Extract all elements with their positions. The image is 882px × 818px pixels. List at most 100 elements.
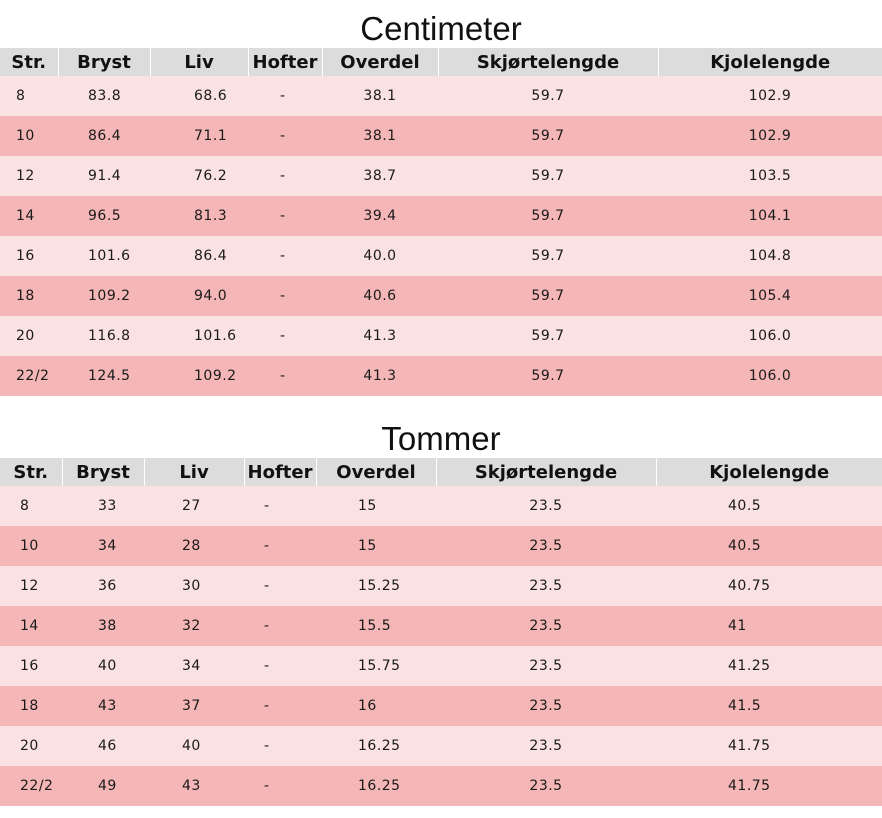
cell-hofter: - [244, 766, 316, 806]
cell-kjolelengde: 41 [656, 606, 882, 646]
cell-kjolelengde: 40.5 [656, 486, 882, 526]
cell-skjortelengde: 23.5 [436, 766, 656, 806]
cell-kjolelengde: 105.4 [658, 276, 882, 316]
cell-skjortelengde: 23.5 [436, 726, 656, 766]
table-row: 16 40 34-15.75 23.5 41.25 [0, 646, 882, 686]
cell-overdel: 15 [316, 486, 436, 526]
cell-overdel: 41.3 [322, 356, 438, 396]
cell-overdel: 16.25 [316, 726, 436, 766]
cell-skjortelengde: 59.7 [438, 316, 658, 356]
cell-liv: 76.2 [150, 156, 248, 196]
cell-overdel: 15.5 [316, 606, 436, 646]
table-row: 10 34 28-15 23.5 40.5 [0, 526, 882, 566]
cell-str: 10 [0, 526, 62, 566]
cell-skjortelengde: 59.7 [438, 356, 658, 396]
cell-skjortelengde: 23.5 [436, 486, 656, 526]
cell-bryst: 96.5 [58, 196, 150, 236]
cell-bryst: 34 [62, 526, 144, 566]
cell-skjortelengde: 59.7 [438, 196, 658, 236]
cell-liv: 71.1 [150, 116, 248, 156]
cell-str: 8 [0, 486, 62, 526]
cell-bryst: 109.2 [58, 276, 150, 316]
cell-skjortelengde: 23.5 [436, 686, 656, 726]
inch-header-overdel: Overdel [315, 458, 436, 486]
cell-hofter: - [248, 316, 322, 356]
cell-hofter: - [244, 566, 316, 606]
table-row: 14 96.5 81.3-39.4 59.7 104.1 [0, 196, 882, 236]
table-row: 22/2 124.5 109.2-41.3 59.7 106.0 [0, 356, 882, 396]
table-row: 20 46 40-16.25 23.5 41.75 [0, 726, 882, 766]
cell-hofter: - [248, 236, 322, 276]
cell-kjolelengde: 104.8 [658, 236, 882, 276]
cell-hofter: - [248, 196, 322, 236]
cell-liv: 101.6 [150, 316, 248, 356]
cell-bryst: 33 [62, 486, 144, 526]
cell-bryst: 49 [62, 766, 144, 806]
cell-str: 14 [0, 196, 58, 236]
cell-bryst: 46 [62, 726, 144, 766]
cell-hofter: - [244, 526, 316, 566]
cell-str: 22/2 [0, 356, 58, 396]
inch-table-body: 8 33 27-15 23.5 40.5 10 34 28-15 23.5 40.5 12 36 30-… [0, 486, 882, 806]
cell-overdel: 16.25 [316, 766, 436, 806]
table-row: 10 86.4 71.1-38.1 59.7 102.9 [0, 116, 882, 156]
cell-overdel: 15 [316, 526, 436, 566]
table-row: 22/2 49 43-16.25 23.5 41.75 [0, 766, 882, 806]
table-row: 12 91.4 76.2-38.7 59.7 103.5 [0, 156, 882, 196]
cell-bryst: 43 [62, 686, 144, 726]
cell-kjolelengde: 41.75 [656, 726, 882, 766]
inch-section: Tommer Str. Bryst Liv Hofter Overdel Skj… [0, 420, 882, 806]
cell-liv: 37 [144, 686, 244, 726]
cell-hofter: - [244, 726, 316, 766]
table-row: 16 101.6 86.4-40.0 59.7 104.8 [0, 236, 882, 276]
cell-overdel: 16 [316, 686, 436, 726]
cell-skjortelengde: 59.7 [438, 76, 658, 116]
cell-bryst: 83.8 [58, 76, 150, 116]
cell-kjolelengde: 40.5 [656, 526, 882, 566]
inch-header-liv: Liv [143, 458, 244, 486]
cell-liv: 30 [144, 566, 244, 606]
inch-header-bryst: Bryst [61, 458, 144, 486]
cell-bryst: 124.5 [58, 356, 150, 396]
cell-hofter: - [248, 356, 322, 396]
cell-kjolelengde: 41.75 [656, 766, 882, 806]
table-row: 8 83.8 68.6-38.1 59.7 102.9 [0, 76, 882, 116]
cell-str: 10 [0, 116, 58, 156]
cell-bryst: 40 [62, 646, 144, 686]
cell-kjolelengde: 104.1 [658, 196, 882, 236]
cell-kjolelengde: 103.5 [658, 156, 882, 196]
cm-title: Centimeter [360, 10, 522, 47]
table-row: 20 116.8 101.6-41.3 59.7 106.0 [0, 316, 882, 356]
cell-hofter: - [248, 276, 322, 316]
cell-overdel: 40.0 [322, 236, 438, 276]
cell-overdel: 40.6 [322, 276, 438, 316]
cell-kjolelengde: 41.25 [656, 646, 882, 686]
cell-str: 16 [0, 646, 62, 686]
cell-kjolelengde: 102.9 [658, 76, 882, 116]
cell-skjortelengde: 23.5 [436, 526, 656, 566]
cell-liv: 94.0 [150, 276, 248, 316]
cell-str: 14 [0, 606, 62, 646]
cell-skjortelengde: 23.5 [436, 566, 656, 606]
cm-header-bryst: Bryst [57, 48, 150, 76]
table-row: 12 36 30-15.25 23.5 40.75 [0, 566, 882, 606]
cm-header-kjolelengde: Kjolelengde [657, 48, 882, 76]
cell-str: 18 [0, 686, 62, 726]
cell-overdel: 38.1 [322, 76, 438, 116]
cm-size-table: Str. Bryst Liv Hofter Overdel Skjørtelen… [0, 48, 882, 396]
inch-header-str: Str. [0, 458, 62, 486]
cell-liv: 109.2 [150, 356, 248, 396]
cell-hofter: - [248, 76, 322, 116]
cell-str: 22/2 [0, 766, 62, 806]
cell-hofter: - [244, 486, 316, 526]
cm-header-str: Str. [0, 48, 58, 76]
cell-hofter: - [248, 156, 322, 196]
table-row: 14 38 32-15.5 23.5 41 [0, 606, 882, 646]
cell-skjortelengde: 59.7 [438, 236, 658, 276]
cm-table-body: 8 83.8 68.6-38.1 59.7 102.9 10 86.4 71.1-38.1 59… [0, 76, 882, 396]
table-row: 18 43 37-16 23.5 41.5 [0, 686, 882, 726]
cell-overdel: 41.3 [322, 316, 438, 356]
cell-skjortelengde: 23.5 [436, 606, 656, 646]
cell-kjolelengde: 102.9 [658, 116, 882, 156]
table-row: 18 109.2 94.0-40.6 59.7 105.4 [0, 276, 882, 316]
